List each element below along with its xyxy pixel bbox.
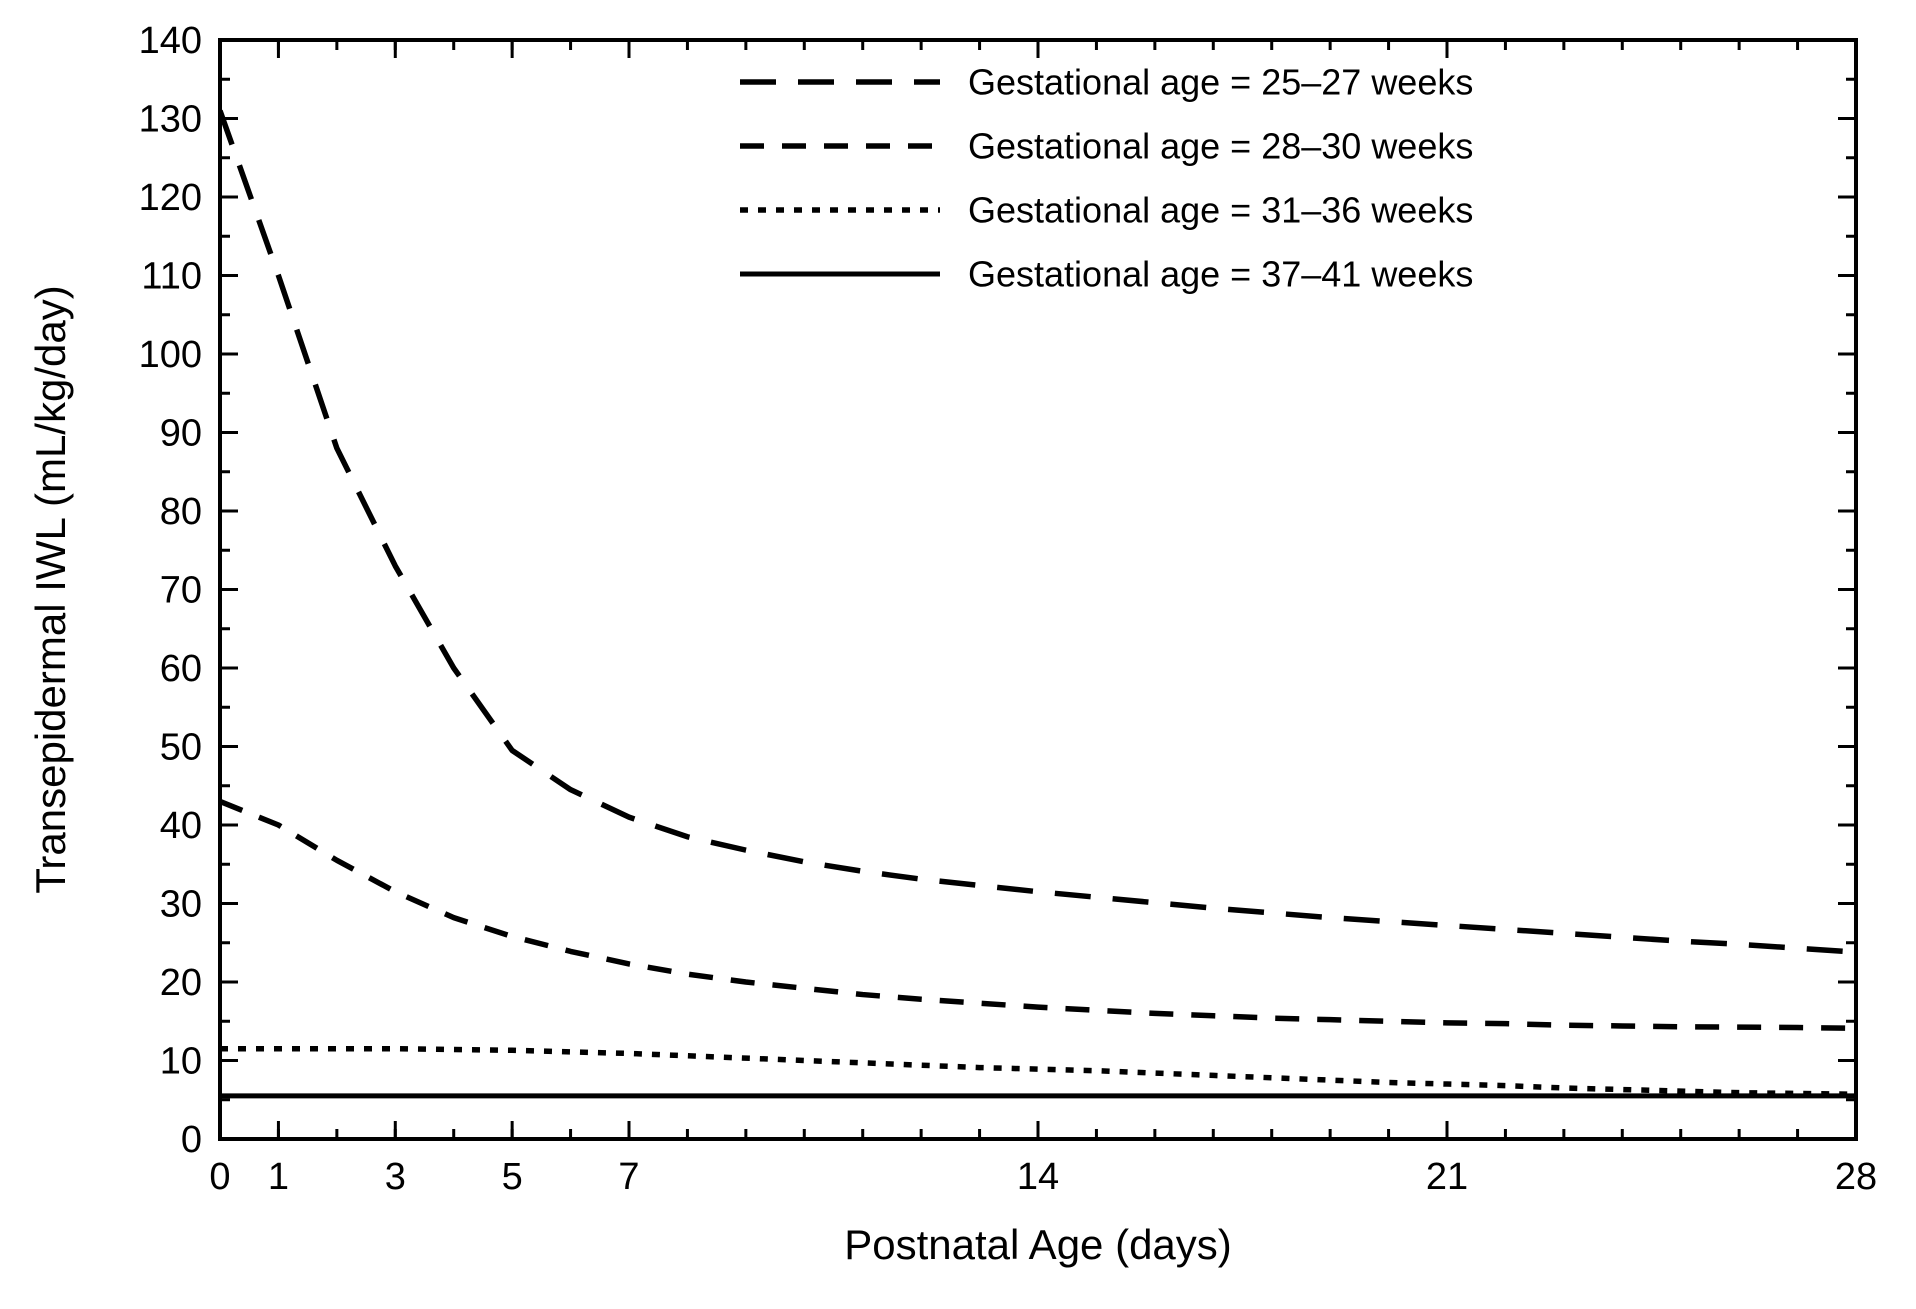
y-tick-label: 0 [181,1119,202,1161]
y-tick-label: 100 [139,334,202,376]
x-axis-label: Postnatal Age (days) [844,1221,1232,1268]
x-tick-label: 28 [1835,1156,1877,1198]
y-tick-label: 20 [160,962,202,1004]
x-tick-label: 1 [268,1156,289,1198]
x-tick-label: 14 [1017,1156,1059,1198]
x-tick-label: 7 [618,1156,639,1198]
y-tick-label: 70 [160,570,202,612]
iwl-line-chart: 0135714212801020304050607080901001101201… [0,0,1916,1309]
x-tick-label: 5 [502,1156,523,1198]
y-tick-label: 120 [139,177,202,219]
y-tick-label: 60 [160,648,202,690]
y-tick-label: 80 [160,491,202,533]
y-tick-label: 10 [160,1041,202,1083]
y-axis-label: Transepidermal IWL (mL/kg/day) [27,285,74,893]
legend-label: Gestational age = 31–36 weeks [968,190,1473,231]
y-tick-label: 40 [160,805,202,847]
legend-label: Gestational age = 25–27 weeks [968,62,1473,103]
chart-container: 0135714212801020304050607080901001101201… [0,0,1916,1309]
y-tick-label: 50 [160,727,202,769]
x-tick-label: 21 [1426,1156,1468,1198]
y-tick-label: 130 [139,99,202,141]
legend-label: Gestational age = 28–30 weeks [968,126,1473,167]
legend-label: Gestational age = 37–41 weeks [968,254,1473,295]
x-tick-label: 0 [209,1156,230,1198]
x-tick-label: 3 [385,1156,406,1198]
y-tick-label: 90 [160,413,202,455]
y-tick-label: 110 [141,256,202,298]
y-tick-label: 30 [160,884,202,926]
y-tick-label: 140 [139,20,202,62]
